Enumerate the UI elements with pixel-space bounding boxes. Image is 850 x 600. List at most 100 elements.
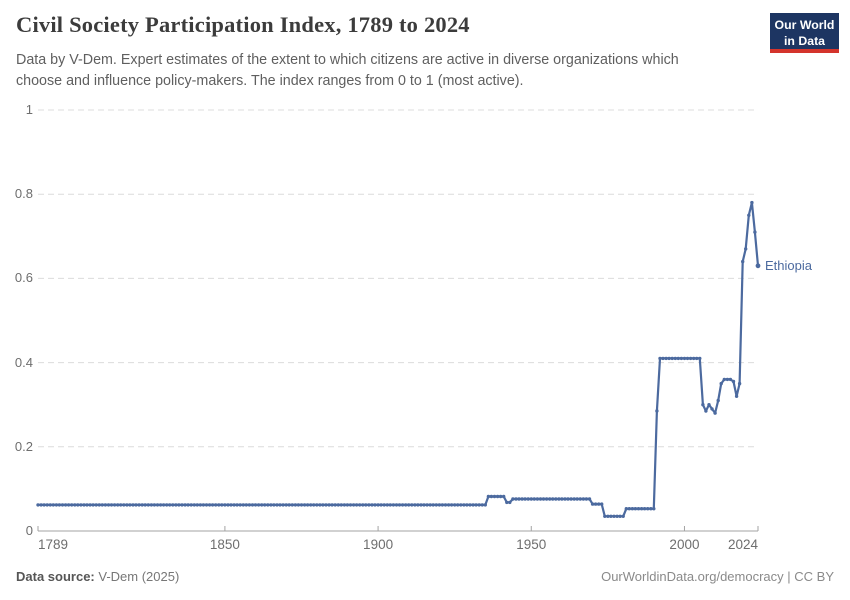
x-tick-label-1950: 1950 — [516, 537, 547, 552]
data-point-1971 — [593, 502, 598, 506]
data-point-1875 — [299, 503, 304, 507]
data-point-1958 — [554, 497, 558, 501]
data-point-1914 — [419, 503, 423, 507]
chart-subtitle: Data by V-Dem. Expert estimates of the e… — [16, 50, 679, 92]
x-tick-label-2024: 2024 — [727, 537, 758, 552]
data-point-1941 — [502, 494, 506, 499]
data-point-1846 — [210, 503, 215, 507]
data-point-1873 — [293, 503, 298, 507]
owid-logo[interactable]: Our World in Data — [770, 13, 839, 53]
data-point-1940 — [498, 494, 503, 499]
data-point-2000 — [682, 356, 687, 361]
data-point-1990 — [652, 507, 656, 511]
data-point-1882 — [321, 503, 325, 507]
data-point-1827 — [152, 503, 157, 507]
data-point-1793 — [48, 503, 52, 507]
data-point-1973 — [600, 502, 604, 506]
data-point-1854 — [235, 503, 239, 507]
data-point-1928 — [462, 503, 466, 507]
data-point-1876 — [302, 503, 307, 507]
data-point-1814 — [112, 503, 117, 507]
data-point-2023 — [753, 230, 757, 234]
data-point-1994 — [664, 356, 668, 361]
data-point-1980 — [621, 514, 625, 518]
data-point-1951 — [532, 497, 536, 501]
data-point-1957 — [551, 497, 555, 501]
data-point-1817 — [122, 503, 126, 507]
data-point-1836 — [180, 503, 184, 507]
data-point-1929 — [465, 503, 469, 507]
data-point-1984 — [633, 507, 638, 511]
data-point-1911 — [410, 503, 414, 507]
logo-line-2: in Data — [784, 33, 825, 48]
data-point-1946 — [517, 497, 521, 501]
data-point-1918 — [431, 503, 435, 507]
data-point-1936 — [486, 494, 491, 499]
data-point-1833 — [171, 503, 175, 507]
data-point-1874 — [296, 503, 301, 507]
data-point-1844 — [204, 503, 209, 507]
data-point-1815 — [116, 503, 120, 507]
data-point-1826 — [149, 503, 154, 507]
data-point-1867 — [275, 503, 279, 507]
data-point-1813 — [109, 503, 114, 507]
owid-url-link[interactable]: OurWorldinData.org/democracy — [601, 569, 784, 584]
data-point-1986 — [639, 507, 644, 511]
data-point-1850 — [223, 503, 227, 507]
data-point-1909 — [404, 503, 408, 507]
data-point-2019 — [741, 259, 745, 264]
data-point-1798 — [63, 503, 68, 507]
data-point-1979 — [618, 514, 622, 518]
subtitle-line-2: choose and influence policy-makers. The … — [16, 73, 524, 90]
footer-links: OurWorldinData.org/democracy | CC BY — [601, 569, 834, 584]
data-point-1791 — [42, 503, 46, 507]
data-point-1903 — [385, 503, 389, 507]
y-tick-label-1: 1 — [25, 102, 33, 117]
data-point-1988 — [646, 507, 650, 511]
data-point-2010 — [713, 411, 717, 415]
data-point-1828 — [155, 503, 160, 507]
data-point-1983 — [630, 507, 635, 511]
data-point-2004 — [695, 356, 699, 361]
subtitle-line-1: Data by V-Dem. Expert estimates of the e… — [16, 52, 679, 68]
data-point-1964 — [572, 497, 576, 501]
data-point-1863 — [263, 503, 267, 507]
data-point-1966 — [578, 497, 582, 501]
data-point-1967 — [581, 497, 586, 501]
logo-line-1: Our World — [774, 18, 835, 32]
data-point-1932 — [474, 503, 478, 507]
y-tick-label-0.6: 0.6 — [14, 270, 33, 286]
data-point-1835 — [177, 503, 181, 507]
data-point-2009 — [710, 407, 714, 411]
data-point-1981 — [624, 507, 628, 511]
data-point-1830 — [161, 503, 166, 507]
data-point-2006 — [701, 403, 705, 407]
data-point-1930 — [468, 503, 472, 507]
data-point-1974 — [603, 514, 607, 518]
data-point-1976 — [609, 514, 613, 518]
data-point-1825 — [146, 503, 150, 507]
data-point-2012 — [719, 381, 723, 386]
data-point-1962 — [566, 497, 570, 501]
data-point-1811 — [103, 503, 108, 507]
data-point-1799 — [66, 503, 71, 507]
data-point-1837 — [183, 503, 187, 507]
data-point-1809 — [97, 503, 102, 507]
data-point-1839 — [189, 503, 193, 507]
data-point-1904 — [388, 503, 392, 507]
data-point-1897 — [367, 503, 371, 507]
data-point-1888 — [339, 503, 343, 507]
data-point-1841 — [195, 503, 199, 507]
data-point-1859 — [250, 503, 255, 507]
data-point-1987 — [642, 507, 647, 511]
data-point-1937 — [489, 494, 494, 499]
data-point-1997 — [673, 356, 677, 361]
data-point-1927 — [459, 503, 463, 507]
data-point-1878 — [309, 503, 313, 507]
data-point-1894 — [358, 503, 362, 507]
data-point-1861 — [256, 503, 261, 507]
data-point-1857 — [244, 503, 248, 507]
data-point-1869 — [281, 503, 285, 507]
data-point-1877 — [305, 503, 310, 507]
